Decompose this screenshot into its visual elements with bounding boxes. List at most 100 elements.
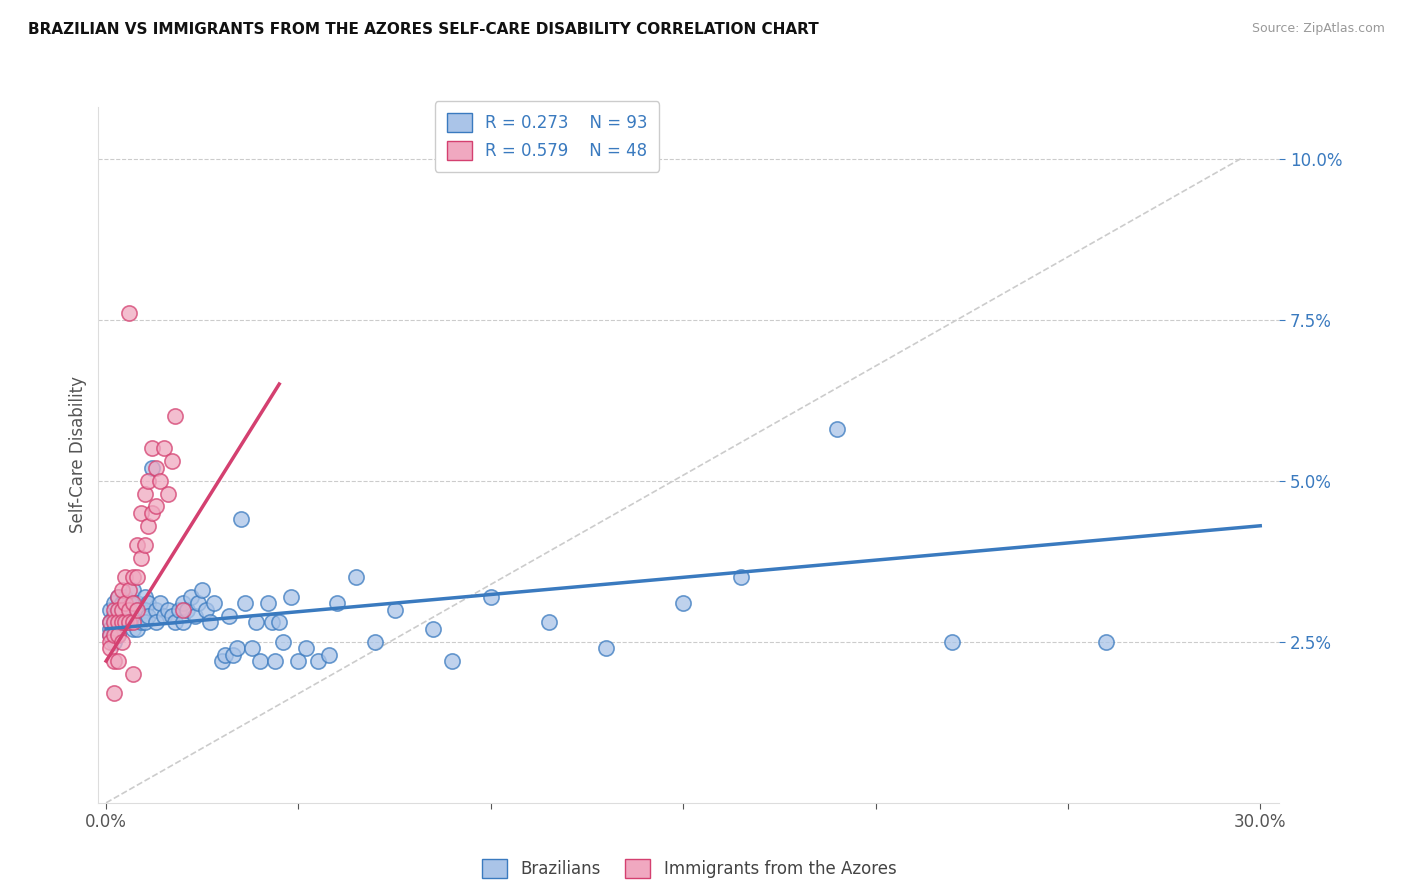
- Point: [107, 622, 129, 636]
- Point: [98, 615, 121, 630]
- Point: [103, 654, 125, 668]
- Point: [129, 506, 152, 520]
- Point: [167, 602, 190, 616]
- Point: [98, 602, 121, 616]
- Point: [103, 596, 125, 610]
- Point: [176, 602, 198, 616]
- Point: [180, 590, 202, 604]
- Point: [245, 615, 267, 630]
- Point: [198, 615, 221, 630]
- Point: [149, 596, 172, 610]
- Point: [141, 442, 163, 456]
- Point: [122, 583, 145, 598]
- Point: [114, 615, 136, 630]
- Point: [118, 596, 141, 610]
- Point: [172, 596, 194, 610]
- Point: [165, 615, 187, 630]
- Point: [149, 474, 172, 488]
- Point: [172, 602, 194, 616]
- Point: [107, 609, 129, 624]
- Point: [730, 570, 752, 584]
- Point: [222, 648, 245, 662]
- Point: [122, 615, 145, 630]
- Point: [211, 654, 233, 668]
- Point: [110, 615, 132, 630]
- Point: [672, 596, 695, 610]
- Point: [941, 634, 963, 648]
- Point: [134, 602, 156, 616]
- Point: [125, 609, 148, 624]
- Point: [364, 634, 387, 648]
- Point: [183, 609, 205, 624]
- Point: [98, 622, 121, 636]
- Point: [118, 602, 141, 616]
- Point: [145, 602, 167, 616]
- Point: [153, 609, 176, 624]
- Point: [160, 454, 183, 468]
- Point: [107, 628, 129, 642]
- Text: Source: ZipAtlas.com: Source: ZipAtlas.com: [1251, 22, 1385, 36]
- Point: [191, 583, 214, 598]
- Point: [114, 609, 136, 624]
- Point: [125, 570, 148, 584]
- Point: [103, 609, 125, 624]
- Point: [107, 602, 129, 616]
- Point: [110, 602, 132, 616]
- Point: [110, 609, 132, 624]
- Point: [195, 602, 218, 616]
- Point: [537, 615, 560, 630]
- Point: [156, 486, 179, 500]
- Point: [153, 442, 176, 456]
- Point: [256, 596, 278, 610]
- Point: [287, 654, 309, 668]
- Point: [98, 641, 121, 656]
- Point: [118, 615, 141, 630]
- Point: [125, 622, 148, 636]
- Point: [107, 590, 129, 604]
- Point: [229, 512, 252, 526]
- Point: [384, 602, 406, 616]
- Point: [141, 506, 163, 520]
- Point: [202, 596, 225, 610]
- Point: [214, 648, 236, 662]
- Point: [271, 634, 294, 648]
- Point: [110, 583, 132, 598]
- Point: [295, 641, 318, 656]
- Point: [129, 602, 152, 616]
- Point: [110, 602, 132, 616]
- Point: [172, 615, 194, 630]
- Point: [165, 409, 187, 424]
- Point: [118, 615, 141, 630]
- Point: [103, 615, 125, 630]
- Point: [98, 634, 121, 648]
- Point: [129, 615, 152, 630]
- Point: [595, 641, 617, 656]
- Point: [344, 570, 367, 584]
- Point: [110, 596, 132, 610]
- Point: [107, 615, 129, 630]
- Point: [240, 641, 263, 656]
- Point: [280, 590, 302, 604]
- Point: [260, 615, 283, 630]
- Point: [107, 628, 129, 642]
- Y-axis label: Self-Care Disability: Self-Care Disability: [69, 376, 87, 533]
- Point: [479, 590, 502, 604]
- Point: [98, 628, 121, 642]
- Point: [98, 628, 121, 642]
- Point: [107, 654, 129, 668]
- Text: BRAZILIAN VS IMMIGRANTS FROM THE AZORES SELF-CARE DISABILITY CORRELATION CHART: BRAZILIAN VS IMMIGRANTS FROM THE AZORES …: [28, 22, 818, 37]
- Point: [233, 596, 256, 610]
- Point: [118, 306, 141, 320]
- Point: [134, 486, 156, 500]
- Point: [103, 602, 125, 616]
- Point: [103, 686, 125, 700]
- Point: [264, 654, 287, 668]
- Point: [125, 596, 148, 610]
- Point: [103, 634, 125, 648]
- Point: [103, 615, 125, 630]
- Point: [156, 602, 179, 616]
- Point: [145, 460, 167, 475]
- Point: [145, 615, 167, 630]
- Point: [122, 570, 145, 584]
- Point: [326, 596, 349, 610]
